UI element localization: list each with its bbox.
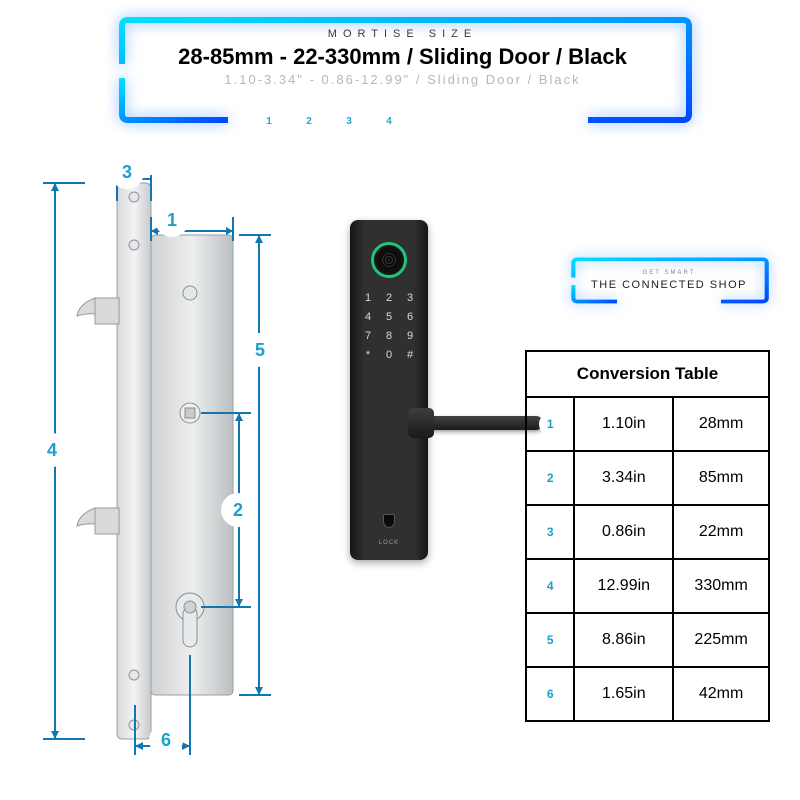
row-badge-1: 1 <box>539 413 561 435</box>
row-in: 1.10in <box>574 397 673 451</box>
header-badge-row: 1 2 3 4 <box>260 112 398 130</box>
table-row: 3 0.86in 22mm <box>526 505 769 559</box>
callout-3: 3 <box>110 155 144 189</box>
keypad: 1 2 3 4 5 6 7 8 9 * 0 # <box>361 292 417 361</box>
callout-2: 2 <box>221 493 255 527</box>
table-title: Conversion Table <box>526 351 769 397</box>
lock-label: LOCK <box>379 540 399 546</box>
row-mm: 22mm <box>673 505 769 559</box>
header-eyebrow: MORTISE SIZE <box>138 28 667 40</box>
smart-lock: 1 2 3 4 5 6 7 8 9 * 0 # LOCK <box>320 220 520 580</box>
fingerprint-icon <box>371 242 407 278</box>
key: 0 <box>382 349 396 361</box>
header-badge-2: 2 <box>300 112 318 130</box>
callout-4: 4 <box>35 433 69 467</box>
callout-5: 5 <box>243 333 277 367</box>
key: 9 <box>403 330 417 342</box>
table-row: 2 3.34in 85mm <box>526 451 769 505</box>
row-badge-4: 4 <box>539 575 561 597</box>
brand-frame-border <box>565 252 773 307</box>
key: 7 <box>361 330 375 342</box>
table-row: 6 1.65in 42mm <box>526 667 769 721</box>
mortise-svg <box>25 175 285 755</box>
row-mm: 330mm <box>673 559 769 613</box>
keyhole-icon <box>383 514 395 528</box>
row-in: 12.99in <box>574 559 673 613</box>
row-in: 3.34in <box>574 451 673 505</box>
row-in: 8.86in <box>574 613 673 667</box>
key: # <box>403 349 417 361</box>
header-badge-4: 4 <box>380 112 398 130</box>
header-frame: MORTISE SIZE 28-85mm - 22-330mm / Slidin… <box>120 18 685 120</box>
key: 2 <box>382 292 396 304</box>
lock-body: 1 2 3 4 5 6 7 8 9 * 0 # LOCK <box>350 220 428 560</box>
header-main: 28-85mm - 22-330mm / Sliding Door / Blac… <box>138 44 667 70</box>
conversion-table: Conversion Table 1 1.10in 28mm 2 3.34in … <box>525 350 770 722</box>
row-mm: 28mm <box>673 397 769 451</box>
row-badge-5: 5 <box>539 629 561 651</box>
key: 3 <box>403 292 417 304</box>
row-in: 1.65in <box>574 667 673 721</box>
callout-6: 6 <box>149 723 183 757</box>
row-mm: 225mm <box>673 613 769 667</box>
row-badge-2: 2 <box>539 467 561 489</box>
row-badge-6: 6 <box>539 683 561 705</box>
key: 5 <box>382 311 396 323</box>
callout-1: 1 <box>155 203 189 237</box>
key: * <box>361 349 375 361</box>
row-badge-3: 3 <box>539 521 561 543</box>
key: 4 <box>361 311 375 323</box>
row-mm: 85mm <box>673 451 769 505</box>
row-in: 0.86in <box>574 505 673 559</box>
table-row: 4 12.99in 330mm <box>526 559 769 613</box>
header-sub: 1.10-3.34" - 0.86-12.99" / Sliding Door … <box>138 72 667 87</box>
row-mm: 42mm <box>673 667 769 721</box>
brand-badge: GET SMART THE CONNECTED SHOP <box>573 260 765 299</box>
table-row: 5 8.86in 225mm <box>526 613 769 667</box>
header-badge-3: 3 <box>340 112 358 130</box>
key: 8 <box>382 330 396 342</box>
key: 1 <box>361 292 375 304</box>
header-badge-1: 1 <box>260 112 278 130</box>
table-row: 1 1.10in 28mm <box>526 397 769 451</box>
key: 6 <box>403 311 417 323</box>
mortise-diagram: 3 1 4 5 2 6 <box>25 175 285 755</box>
